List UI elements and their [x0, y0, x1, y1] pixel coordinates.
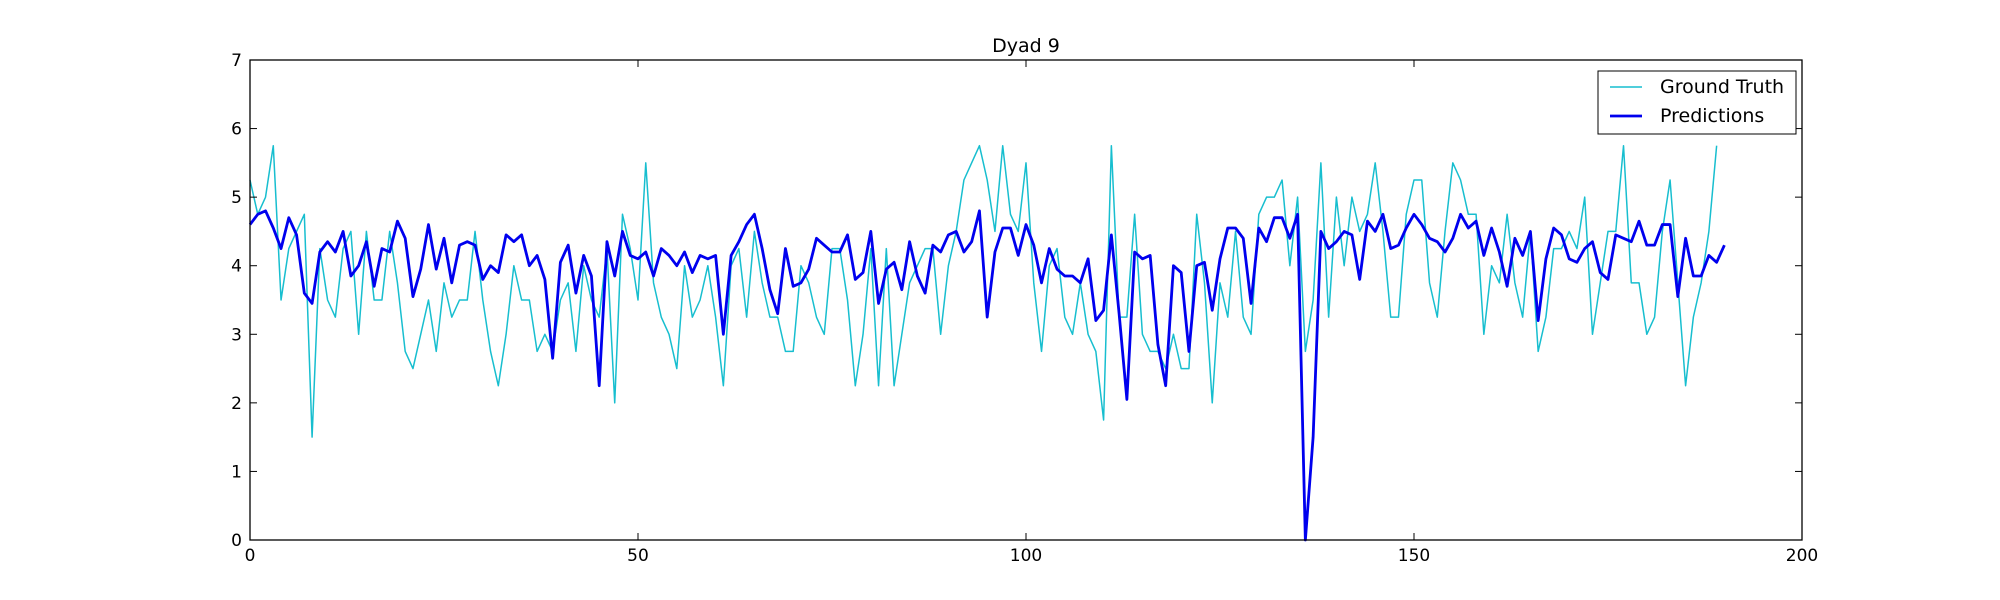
y-tick-label: 2	[231, 394, 242, 414]
series-line-predictions	[248, 209, 1726, 542]
y-tick-label: 4	[231, 257, 242, 277]
x-tick-label: 0	[245, 546, 256, 566]
chart-title: Dyad 9	[992, 35, 1060, 57]
x-tick-label: 100	[1010, 546, 1042, 566]
x-tick-label: 50	[627, 546, 649, 566]
y-tick-label: 7	[231, 51, 242, 71]
y-tick-label: 1	[231, 462, 242, 482]
y-axis: 0 1 2 3 4 5 6 7	[231, 51, 1802, 551]
series-layer	[248, 144, 1726, 542]
legend-box	[1597, 70, 1797, 135]
series-line-ground-truth	[249, 144, 1718, 438]
y-tick-label: 3	[231, 325, 242, 345]
legend: Ground Truth Predictions	[1597, 70, 1797, 135]
y-tick-label: 0	[231, 531, 242, 551]
x-tick-label: 150	[1398, 546, 1430, 566]
x-axis: 0 50 100 150 200	[245, 60, 1818, 566]
x-tick-label: 200	[1786, 546, 1818, 566]
legend-label-predictions: Predictions	[1660, 105, 1764, 127]
y-tick-label: 5	[231, 188, 242, 208]
legend-label-ground-truth: Ground Truth	[1660, 76, 1784, 98]
y-tick-label: 6	[231, 120, 242, 140]
